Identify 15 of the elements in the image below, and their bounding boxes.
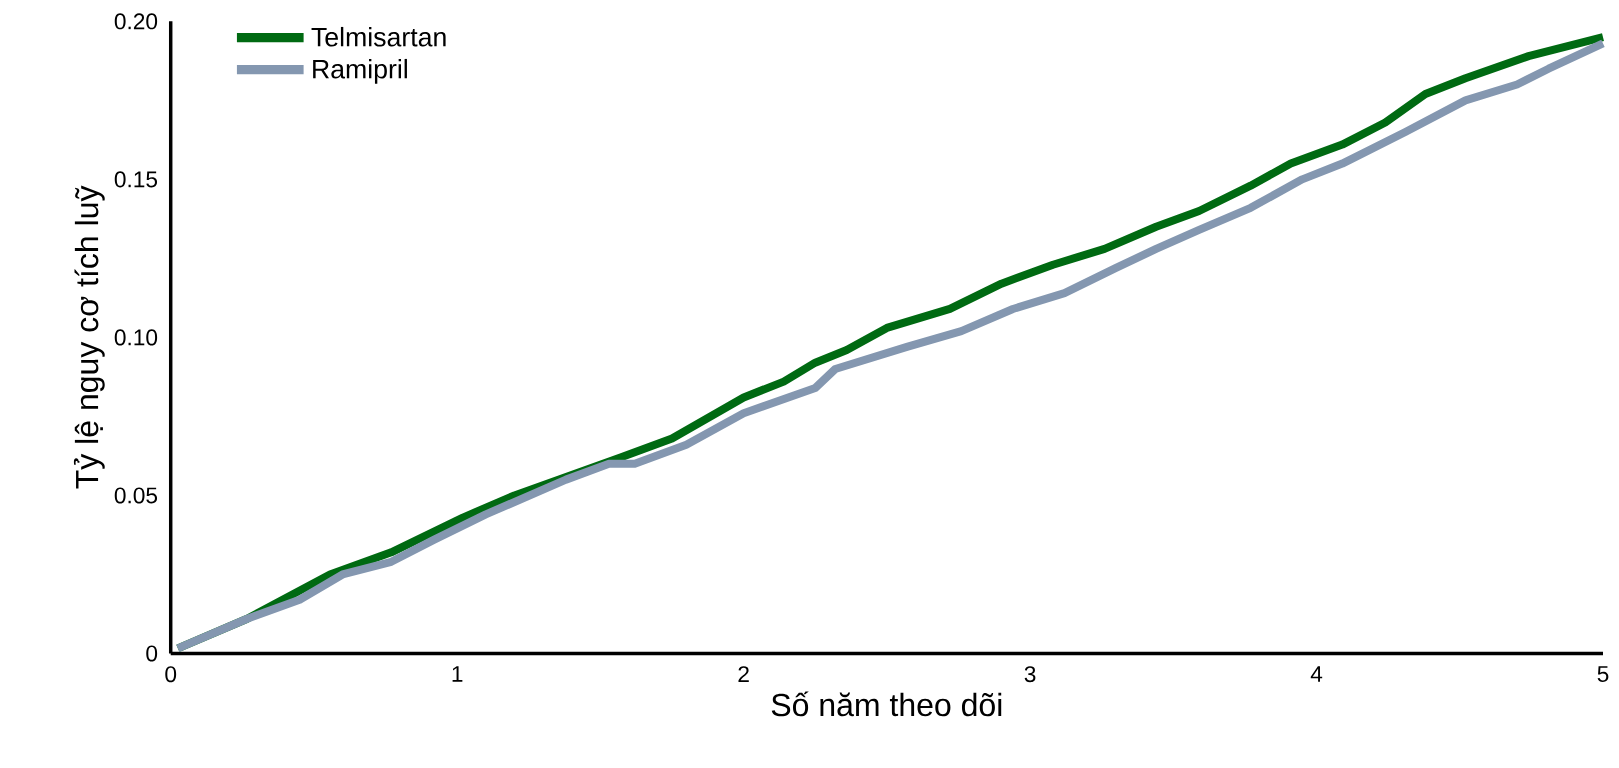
x-tick-label: 5 bbox=[1597, 666, 1609, 682]
y-tick-label: 0.10 bbox=[114, 329, 158, 346]
y-tick-label: 0.05 bbox=[114, 487, 158, 504]
legend-label: Telmisartan bbox=[311, 26, 446, 47]
y-tick-label: 0.20 bbox=[114, 13, 158, 30]
x-tick-label: 0 bbox=[165, 666, 177, 683]
x-axis-title: Số năm theo dõi bbox=[771, 691, 1002, 717]
x-tick-label: 2 bbox=[738, 666, 749, 682]
x-tick-label: 4 bbox=[1310, 666, 1323, 682]
y-tick-label: 0 bbox=[146, 645, 158, 662]
x-tick-label: 1 bbox=[452, 666, 463, 682]
y-tick-label: 0.15 bbox=[114, 171, 158, 188]
x-tick-label: 3 bbox=[1024, 666, 1036, 683]
y-axis-title: Tỷ lệ nguy cơ tích luỹ bbox=[73, 185, 105, 489]
legend-label: Ramipril bbox=[313, 58, 407, 84]
